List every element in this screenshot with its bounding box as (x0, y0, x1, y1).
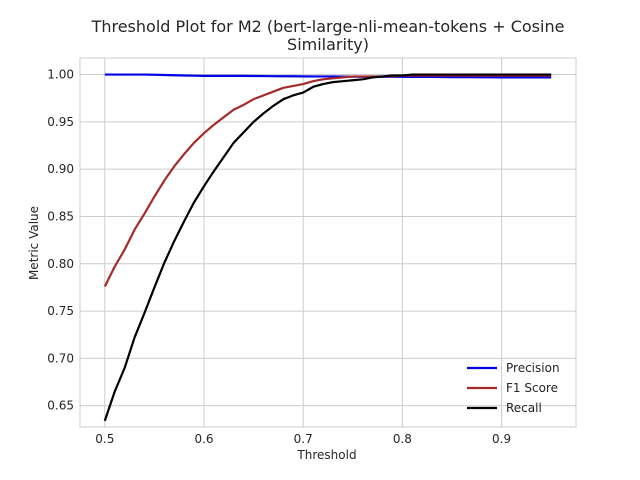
y-tick-label: 0.65 (47, 399, 74, 413)
x-axis-label: Threshold (296, 448, 356, 462)
legend-label-recall: Recall (506, 401, 542, 415)
y-tick-label: 0.95 (47, 115, 74, 129)
legend: Precision F1 Score Recall (467, 361, 560, 415)
y-tick-label: 1.00 (47, 68, 74, 82)
series-line-precision (104, 73, 552, 79)
series-line-recall (103, 73, 552, 422)
legend-label-f1-score: F1 Score (506, 381, 558, 395)
y-axis-label: Metric Value (27, 206, 41, 280)
x-tick-label: 0.6 (194, 432, 213, 446)
x-tick-label: 0.8 (393, 432, 412, 446)
x-tick-label: 0.5 (95, 432, 114, 446)
y-tick-label: 0.80 (47, 257, 74, 271)
legend-label-precision: Precision (506, 361, 560, 375)
chart-title-line-2: Similarity) (287, 35, 369, 54)
y-tick-label: 0.70 (47, 351, 74, 365)
y-tick-label: 0.90 (47, 162, 74, 176)
chart-title-line-1: Threshold Plot for M2 (bert-large-nli-me… (91, 17, 565, 36)
x-tick-label: 0.9 (492, 432, 511, 446)
plot-frame (79, 57, 577, 428)
y-tick-label: 0.75 (47, 304, 74, 318)
x-axis-ticks: 0.5 0.6 0.7 0.8 0.9 (95, 432, 511, 446)
y-tick-label: 0.85 (47, 209, 74, 223)
y-axis-ticks: 0.65 0.70 0.75 0.80 0.85 0.90 0.95 1.00 (47, 68, 74, 413)
series-layer (103, 73, 552, 422)
x-tick-label: 0.7 (294, 432, 313, 446)
